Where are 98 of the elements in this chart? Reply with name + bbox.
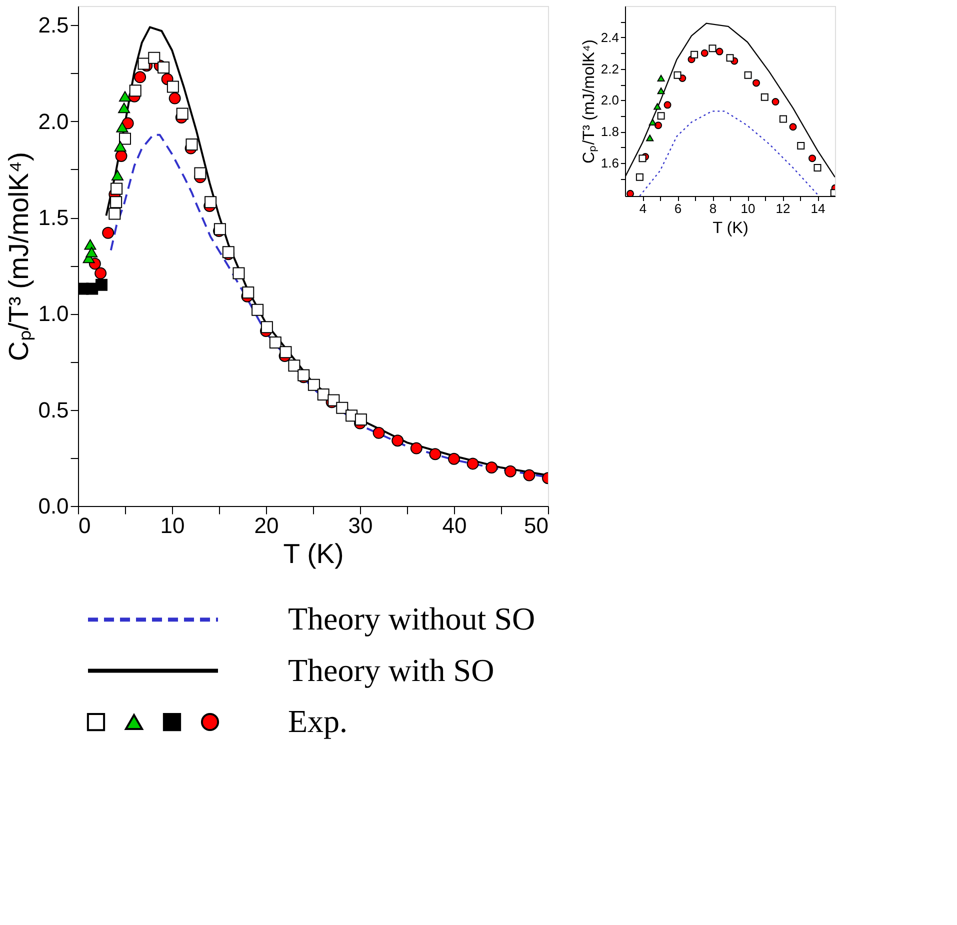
x-axis-title: T (K) [712, 219, 748, 238]
y-tick-label: 1.5 [38, 205, 69, 230]
point [772, 98, 780, 106]
point [523, 469, 536, 482]
point [657, 112, 665, 120]
point [194, 167, 206, 180]
point [186, 138, 198, 150]
x-tick-label: 10 [160, 513, 185, 538]
y-tick-label: 1.8 [600, 124, 619, 140]
point [657, 74, 665, 82]
point [646, 134, 654, 142]
point [158, 62, 170, 74]
point [129, 84, 142, 97]
point [252, 304, 264, 316]
point [726, 54, 734, 62]
y-tick-label: 2.0 [600, 92, 619, 108]
x-tick-label: 40 [442, 513, 467, 538]
point [700, 49, 708, 57]
point [102, 226, 114, 239]
point [648, 118, 656, 126]
point [657, 87, 665, 94]
point [636, 173, 644, 181]
point [204, 196, 217, 208]
point [744, 71, 752, 79]
point [372, 426, 385, 439]
point [674, 71, 682, 79]
y-tick-label: 2.5 [38, 12, 69, 38]
point [716, 48, 724, 56]
x-axis-title: T (K) [283, 538, 344, 570]
point [115, 150, 128, 162]
point [84, 239, 96, 250]
y-tick-label: 2.4 [600, 30, 619, 45]
point [504, 465, 516, 478]
point [410, 442, 422, 454]
line-series [639, 110, 818, 196]
y-tick-label: 1.0 [38, 301, 69, 326]
point [654, 122, 662, 130]
y-tick-label: 0.5 [38, 397, 69, 422]
point [110, 196, 122, 208]
point [317, 388, 330, 400]
point [308, 378, 320, 391]
y-axis-title: Cₚ/T³ (mJ/molK⁴) [3, 152, 36, 362]
point [111, 170, 124, 180]
point [242, 286, 254, 299]
point [110, 182, 123, 195]
point [789, 123, 797, 131]
point [138, 58, 150, 70]
point [354, 413, 367, 426]
x-tick-label: 8 [709, 201, 717, 216]
point [280, 346, 292, 358]
point [448, 452, 460, 465]
point [664, 101, 672, 109]
y-tick-label: 2.0 [38, 108, 69, 134]
x-tick-label: 14 [810, 201, 826, 216]
x-tick-label: 10 [740, 201, 756, 216]
legend-label: Theory with SO [288, 652, 494, 688]
point [626, 190, 634, 196]
y-axis-title: Cₚ/T³ (mJ/molK⁴) [580, 39, 598, 164]
x-tick-label: 20 [254, 513, 279, 538]
y-tick-label: 1.6 [600, 156, 619, 171]
point [119, 91, 131, 102]
x-tick-label: 50 [524, 513, 548, 538]
x-tick-label: 12 [776, 201, 790, 216]
x-tick-label: 6 [674, 201, 682, 216]
x-tick-label: 0 [78, 513, 91, 538]
x-tick-label: 30 [348, 513, 373, 538]
point [814, 164, 822, 172]
point [94, 267, 107, 280]
point [797, 142, 805, 150]
point [134, 71, 146, 84]
legend-label: Exp. [288, 703, 348, 739]
y-tick-label: 2.2 [600, 61, 619, 76]
point [708, 44, 716, 52]
point [260, 321, 273, 334]
point [760, 93, 768, 101]
point [486, 462, 498, 474]
point [118, 102, 130, 114]
point [429, 448, 442, 460]
point [116, 122, 128, 132]
point [168, 92, 181, 104]
point [96, 278, 108, 291]
x-tick-label: 4 [639, 201, 647, 216]
point [392, 434, 404, 447]
point [690, 50, 698, 58]
point [779, 115, 787, 123]
point [654, 103, 662, 110]
point [288, 360, 300, 372]
point [638, 154, 646, 162]
point [336, 402, 348, 414]
y-tick-label: 0.0 [38, 494, 69, 518]
point [232, 267, 245, 280]
point [808, 154, 816, 162]
point [176, 108, 188, 120]
point [466, 458, 479, 470]
point [86, 246, 98, 258]
legend-label: Theory without SO [288, 600, 536, 637]
point [114, 141, 126, 152]
point [752, 79, 760, 87]
